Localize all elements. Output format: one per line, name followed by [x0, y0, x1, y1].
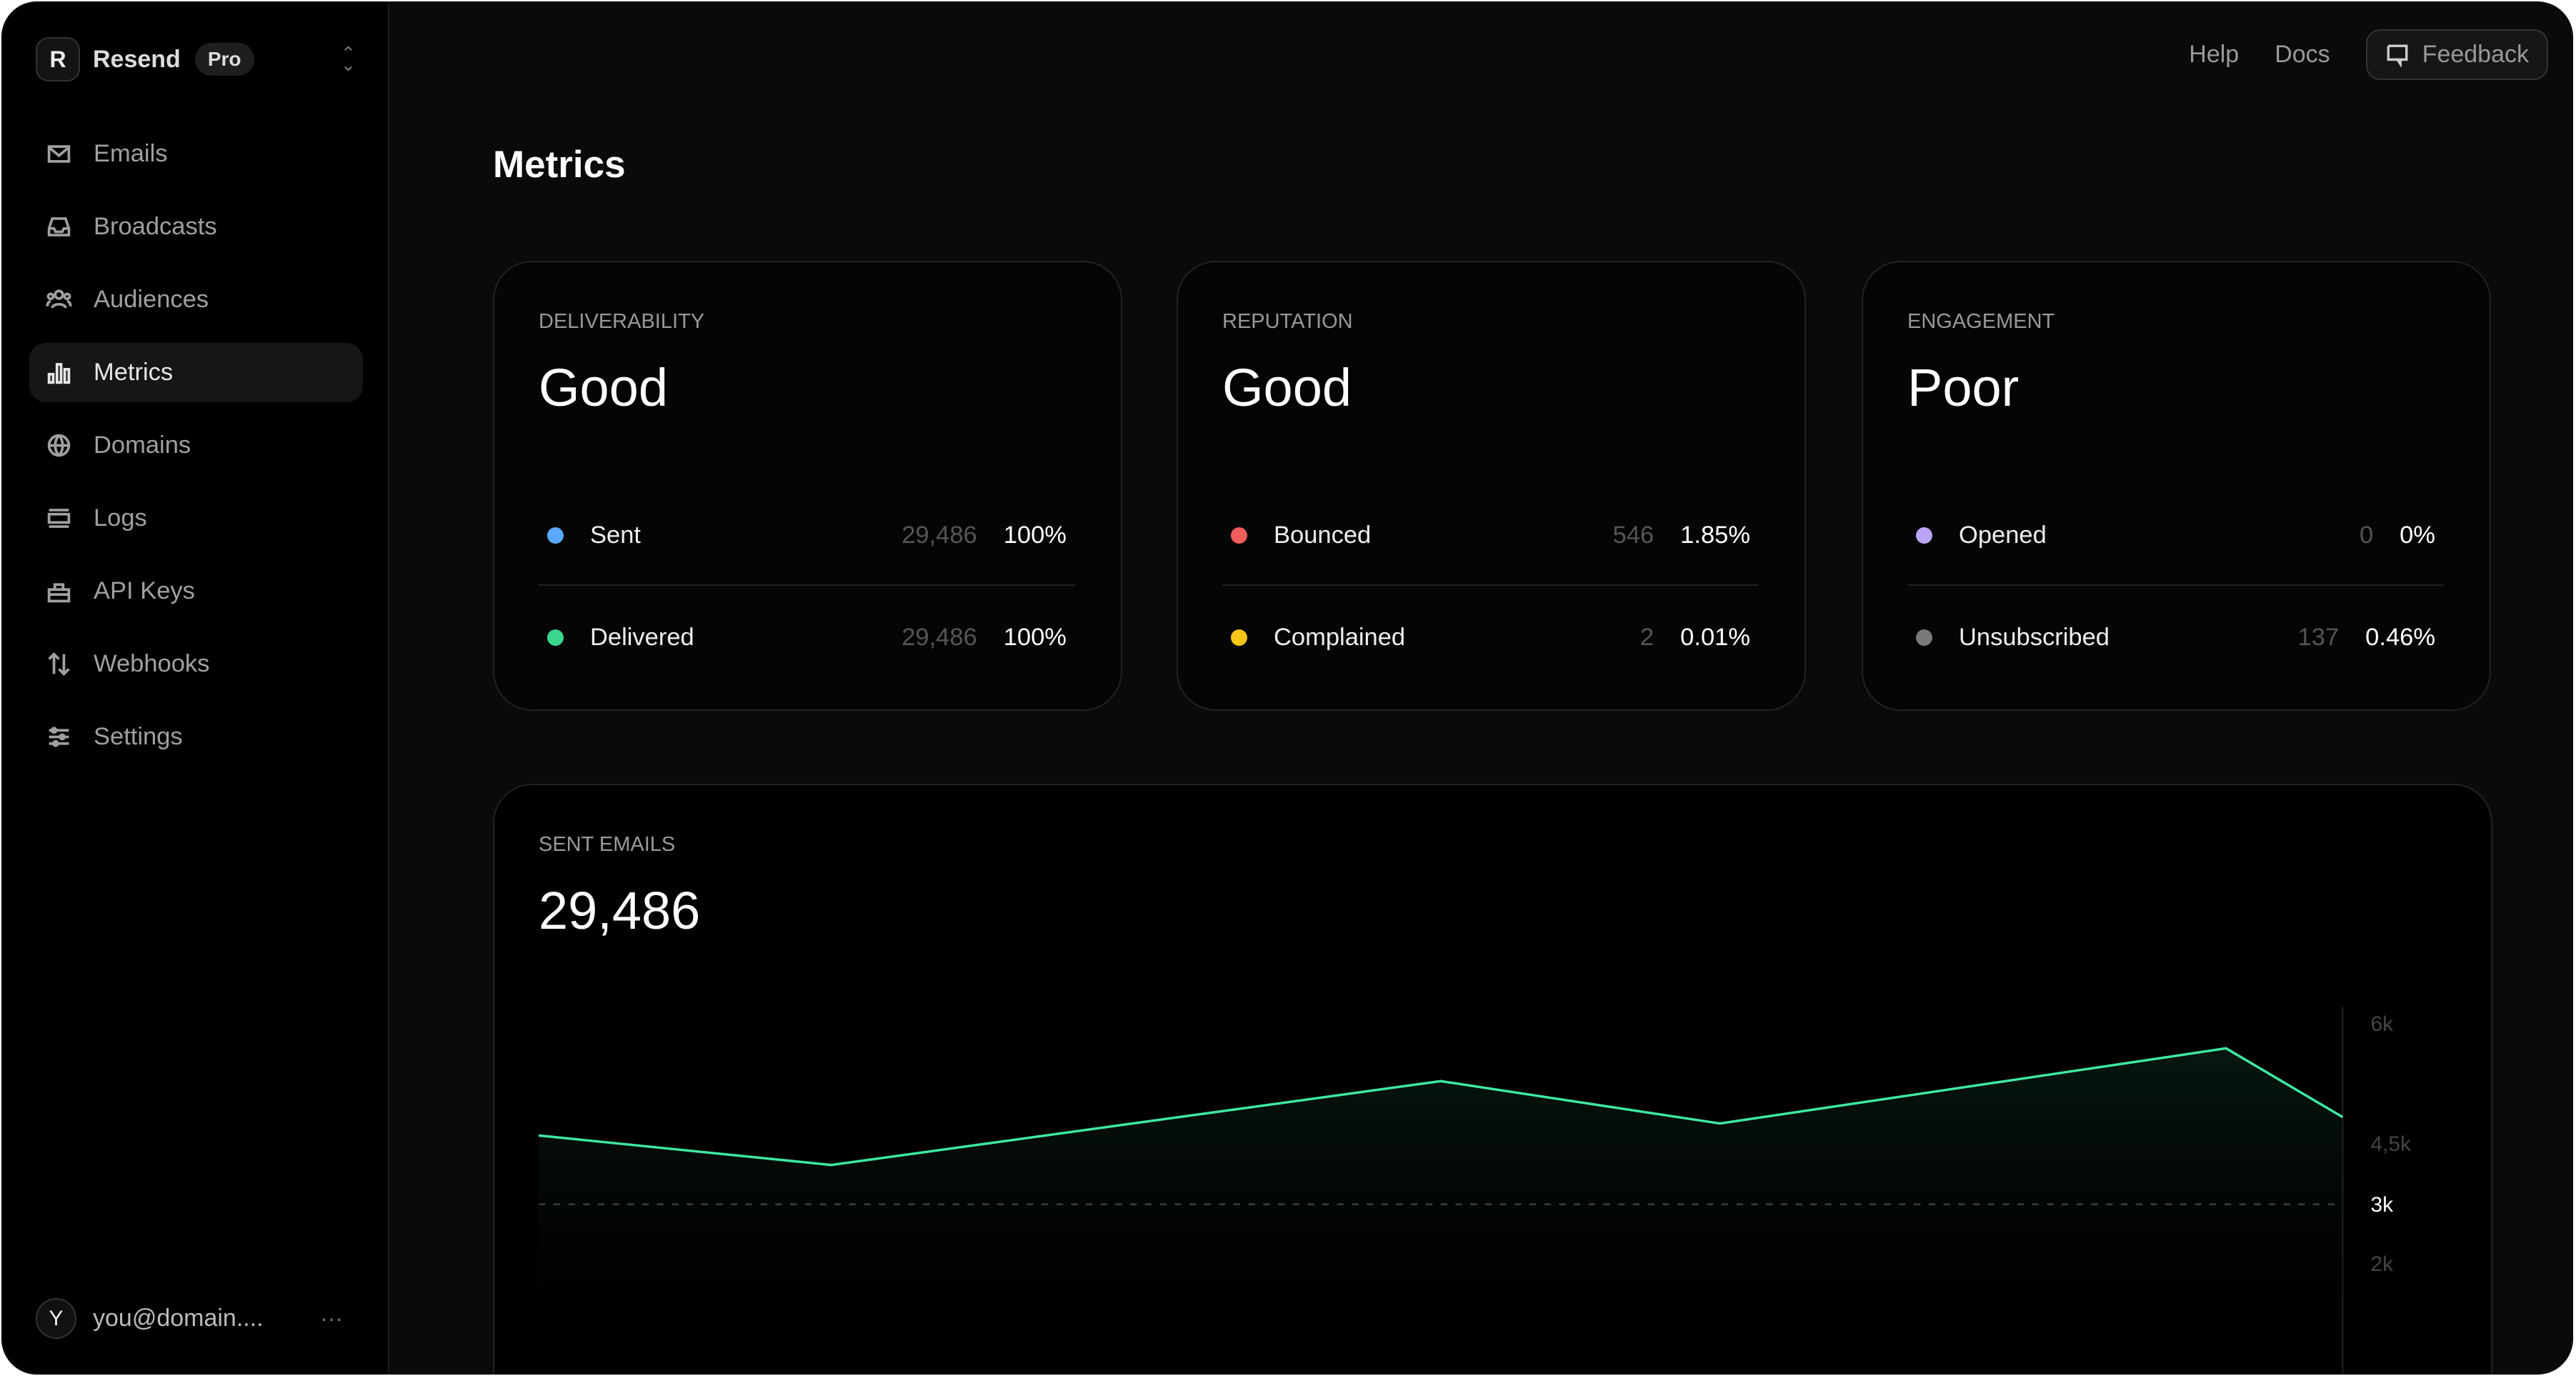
- status-dot-icon: [1231, 629, 1247, 646]
- sidebar-item-broadcasts[interactable]: Broadcasts: [29, 197, 363, 256]
- metric-row-unsubscribed: Unsubscribed 137 0.46%: [1907, 621, 2444, 654]
- bar-chart-icon: [47, 363, 71, 384]
- sidebar-item-label: Emails: [94, 140, 168, 167]
- sidebar-item-label: Broadcasts: [94, 213, 217, 240]
- resend-logo: R: [36, 37, 80, 81]
- y-tick-label: 2k: [2371, 1252, 2394, 1276]
- sidebar-item-logs[interactable]: Logs: [29, 489, 363, 548]
- status-dot-icon: [1231, 527, 1247, 544]
- divider: [539, 584, 1075, 586]
- metric-count: 137: [2297, 623, 2340, 651]
- metric-name: Sent: [590, 521, 641, 549]
- message-icon: [2387, 44, 2408, 67]
- deliverability-card: DELIVERABILITY Good Sent 29,486 100% Del…: [493, 261, 1122, 711]
- sidebar-item-label: Metrics: [94, 359, 174, 386]
- top-nav: Help Docs Feedback: [2189, 29, 2548, 80]
- main-content: Help Docs Feedback Metrics DELIVERABILIT…: [389, 1, 2573, 1375]
- more-icon[interactable]: ···: [320, 1305, 343, 1331]
- card-label: DELIVERABILITY: [539, 310, 705, 333]
- sidebar-item-label: Logs: [94, 504, 147, 532]
- sidebar-nav: Emails Broadcasts Audiences Metrics Domains L…: [29, 124, 363, 780]
- metric-percent: 1.85%: [1680, 521, 1750, 549]
- divider: [1907, 584, 2444, 586]
- status-dot-icon: [1916, 527, 1932, 544]
- area-fill: [539, 1048, 2343, 1375]
- metric-count: 0: [2359, 521, 2374, 549]
- team-switcher[interactable]: R Resend Pro ⌃ ⌄: [36, 37, 356, 81]
- metric-percent: 0.01%: [1680, 623, 1750, 651]
- arrows-icon: [48, 652, 70, 676]
- brand-name: Resend: [93, 45, 181, 73]
- sliders-icon: [49, 727, 69, 747]
- help-link[interactable]: Help: [2189, 41, 2240, 68]
- page-title: Metrics: [493, 144, 626, 186]
- metric-name: Complained: [1274, 623, 1406, 651]
- status-dot-icon: [547, 629, 564, 646]
- y-tick-label: 4,5k: [2371, 1132, 2412, 1156]
- metric-name: Opened: [1959, 521, 2047, 549]
- sent-emails-line: [538, 1047, 2344, 1167]
- metric-row-delivered: Delivered 29,486 100%: [539, 621, 1075, 654]
- metric-row-opened: Opened 0 0%: [1907, 519, 2444, 552]
- metric-row-sent: Sent 29,486 100%: [539, 519, 1075, 552]
- sent-emails-chart: 6k 4,5k 3k 2k: [538, 1007, 2412, 1375]
- sidebar-item-label: Audiences: [94, 286, 209, 313]
- card-label: ENGAGEMENT: [1907, 310, 2055, 333]
- sidebar-item-label: Settings: [94, 723, 183, 750]
- logs-icon: [47, 509, 71, 528]
- y-tick-label: 3k: [2371, 1193, 2394, 1217]
- metric-count: 546: [1612, 521, 1654, 549]
- sidebar-item-emails[interactable]: Emails: [29, 124, 363, 184]
- plan-badge: Pro: [194, 43, 254, 76]
- metric-percent: 100%: [1003, 623, 1067, 651]
- docs-link[interactable]: Docs: [2275, 41, 2330, 68]
- sent-emails-card: 6k 4,5k 3k 2k SENT EMAILS 29,486: [493, 784, 2492, 1375]
- sidebar: R Resend Pro ⌃ ⌄ Emails Broadcasts Audience…: [1, 1, 389, 1375]
- sidebar-item-settings[interactable]: Settings: [29, 707, 363, 767]
- user-email: you@domain....: [93, 1305, 264, 1332]
- feedback-label: Feedback: [2422, 41, 2529, 68]
- mail-icon: [47, 145, 71, 163]
- metric-count: 29,486: [902, 521, 977, 549]
- card-label: REPUTATION: [1222, 310, 1353, 333]
- card-status: Poor: [1907, 358, 2020, 417]
- engagement-card: ENGAGEMENT Poor Opened 0 0% Unsubscribed…: [1862, 261, 2491, 711]
- y-tick-label: 6k: [2371, 1012, 2394, 1036]
- sidebar-item-api-keys[interactable]: API Keys: [29, 562, 363, 621]
- user-menu[interactable]: Y you@domain.... ···: [36, 1298, 356, 1339]
- avatar: Y: [36, 1298, 76, 1339]
- status-dot-icon: [1916, 629, 1932, 646]
- chevron-up-down-icon[interactable]: ⌃ ⌄: [341, 44, 356, 75]
- metric-name: Delivered: [590, 623, 694, 651]
- globe-icon: [47, 434, 71, 457]
- sidebar-item-label: API Keys: [94, 577, 195, 604]
- feedback-button[interactable]: Feedback: [2365, 29, 2548, 80]
- metric-percent: 0.46%: [2365, 623, 2435, 651]
- chart-title: SENT EMAILS: [539, 833, 676, 856]
- sidebar-item-audiences[interactable]: Audiences: [29, 270, 363, 329]
- metric-percent: 0%: [2400, 521, 2435, 549]
- status-dot-icon: [547, 527, 564, 544]
- metric-count: 2: [1639, 623, 1654, 651]
- sidebar-item-label: Domains: [94, 432, 191, 459]
- inbox-icon: [47, 217, 71, 236]
- sent-total: 29,486: [539, 881, 701, 940]
- users-icon: [46, 289, 72, 309]
- metric-percent: 100%: [1003, 521, 1067, 549]
- sidebar-item-webhooks[interactable]: Webhooks: [29, 634, 363, 694]
- divider: [1222, 584, 1759, 586]
- metric-row-bounced: Bounced 546 1.85%: [1222, 519, 1759, 552]
- metric-name: Unsubscribed: [1959, 623, 2110, 651]
- reputation-card: REPUTATION Good Bounced 546 1.85% Compla…: [1177, 261, 1806, 711]
- card-status: Good: [1222, 358, 1352, 417]
- metric-name: Bounced: [1274, 521, 1372, 549]
- lock-icon: [47, 583, 71, 603]
- sidebar-item-domains[interactable]: Domains: [29, 416, 363, 475]
- sidebar-item-label: Webhooks: [94, 650, 210, 677]
- sidebar-item-metrics[interactable]: Metrics: [29, 343, 363, 402]
- card-status: Good: [539, 358, 669, 417]
- metric-count: 29,486: [902, 623, 977, 651]
- metric-row-complained: Complained 2 0.01%: [1222, 621, 1759, 654]
